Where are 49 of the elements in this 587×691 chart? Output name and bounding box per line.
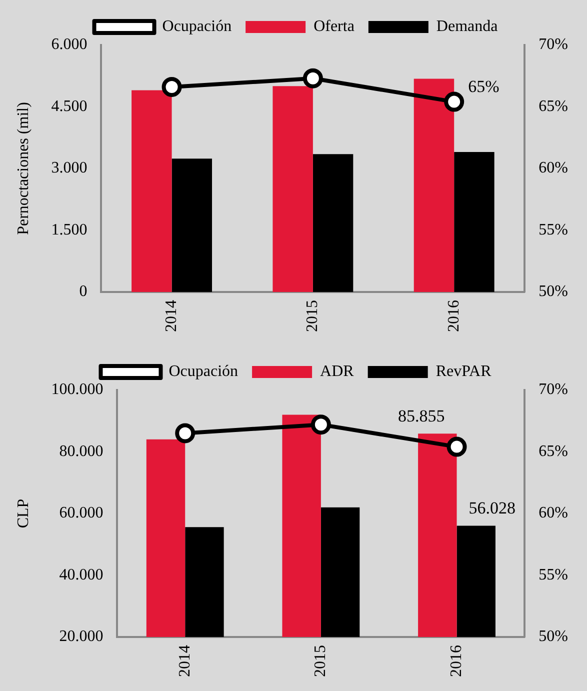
legend-label: Ocupación bbox=[168, 363, 238, 380]
data-label: 56.028 bbox=[468, 498, 516, 518]
bar bbox=[454, 152, 494, 292]
legend-label: ADR bbox=[320, 363, 354, 380]
y-tick-label: 1.500 bbox=[51, 221, 88, 238]
bar bbox=[172, 158, 212, 292]
bar bbox=[272, 86, 313, 292]
y2-tick-label: 50% bbox=[538, 283, 568, 300]
y-tick-label: 6.000 bbox=[51, 36, 88, 54]
y2-tick-label: 60% bbox=[538, 504, 568, 522]
y-tick-label: 100.000 bbox=[51, 381, 104, 398]
legend-label: Ocupación bbox=[162, 18, 232, 36]
y-tick-label: 4.500 bbox=[51, 98, 88, 115]
y2-tick-label: 50% bbox=[538, 628, 568, 646]
y-tick-label: 80.000 bbox=[59, 442, 104, 460]
bar bbox=[312, 154, 354, 292]
data-label: 65% bbox=[468, 76, 500, 96]
legend-label: RevPAR bbox=[436, 363, 492, 380]
y2-tick-label: 65% bbox=[538, 442, 568, 460]
y-tick-label: 20.000 bbox=[59, 628, 104, 646]
x-tick-label: 2014 bbox=[162, 300, 180, 332]
point bbox=[175, 423, 196, 444]
x-tick-label: 2016 bbox=[445, 300, 462, 332]
legend-label: Demanda bbox=[436, 18, 498, 36]
x-tick-label: 2015 bbox=[312, 645, 330, 677]
x-tick-label: 2014 bbox=[176, 645, 194, 677]
y2-tick-label: 55% bbox=[538, 221, 568, 238]
point bbox=[446, 436, 467, 457]
point bbox=[310, 414, 331, 435]
x-tick-label: 2015 bbox=[304, 300, 322, 332]
data-label: 85.855 bbox=[398, 406, 445, 426]
legend-label: Oferta bbox=[314, 18, 354, 36]
point bbox=[162, 76, 182, 97]
point bbox=[444, 92, 464, 112]
y2-tick-label: 55% bbox=[538, 566, 568, 584]
y2-tick-label: 70% bbox=[538, 381, 568, 398]
x-tick-label: 2016 bbox=[448, 645, 465, 677]
y-tick-label: 40.000 bbox=[59, 566, 104, 584]
y-tick-label: 3.000 bbox=[51, 160, 88, 177]
point bbox=[302, 68, 323, 88]
y2-tick-label: 65% bbox=[538, 98, 568, 115]
y2-tick-label: 70% bbox=[538, 36, 568, 54]
y2-tick-label: 60% bbox=[538, 160, 568, 177]
y-axis-title: Pernoctaciones (mil) bbox=[14, 102, 32, 235]
bar bbox=[132, 90, 172, 292]
y-tick-label: 60.000 bbox=[59, 504, 104, 522]
bar bbox=[414, 78, 454, 292]
y-axis-title: CLP bbox=[14, 498, 32, 528]
y-tick-label: 0 bbox=[79, 283, 88, 300]
